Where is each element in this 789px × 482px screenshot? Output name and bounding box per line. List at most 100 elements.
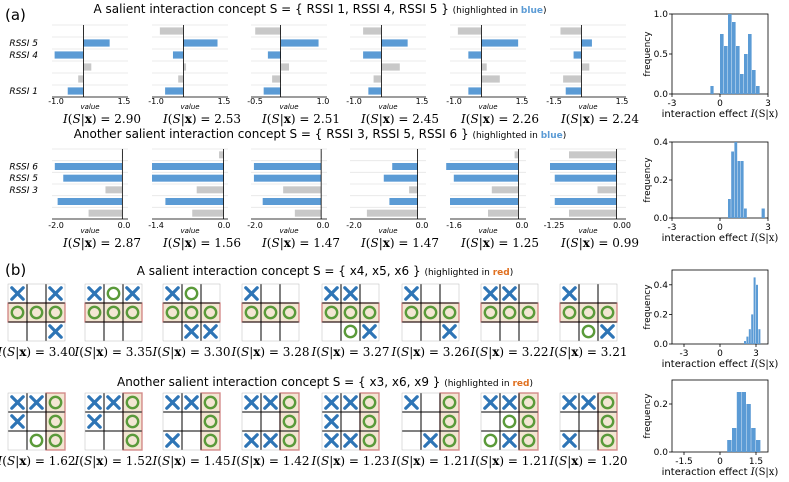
part-a-tick-label: -2.0 <box>48 221 64 230</box>
cross-mark <box>125 286 140 301</box>
part-a-bar <box>78 75 84 83</box>
circle-mark <box>362 414 377 429</box>
part-a-hist-0-bin <box>748 34 752 94</box>
part-a-bar <box>392 163 418 170</box>
cross-mark <box>10 414 25 429</box>
cross-mark <box>184 324 199 339</box>
part-a-bar <box>363 51 382 59</box>
part-b-score: I(S|x) = 3.28 <box>231 345 310 359</box>
part-a-hist-1-xtick-label: 0 <box>717 223 723 233</box>
part-b-hist-1-xtick-label: 0 <box>717 457 723 467</box>
part-b-hist-0-bin <box>748 329 751 344</box>
part-b-score: I(S|x) = 1.23 <box>311 454 390 468</box>
circle-mark <box>442 305 457 320</box>
part-a-hist-1-xtick-label: 3 <box>765 223 771 233</box>
circle-mark <box>184 305 199 320</box>
part-a-score: I(S|x) = 1.47 <box>261 236 340 250</box>
part-a-row-label: RSSI 5 <box>9 39 38 49</box>
part-b-board-outline <box>559 392 618 451</box>
part-a-bar <box>54 51 84 59</box>
part-a-bar <box>565 87 582 95</box>
part-a-hist-0-ytick-label: 0.5 <box>654 50 668 60</box>
cross-mark <box>244 286 259 301</box>
part-a-hist-0-ylabel: frequency <box>643 31 653 77</box>
part-a-bar <box>597 186 617 194</box>
cross-mark <box>87 286 102 301</box>
circle-mark <box>106 305 121 320</box>
part-a-bar <box>457 27 482 35</box>
circle-mark <box>483 305 498 320</box>
cross-mark <box>263 433 278 448</box>
part-b-hist-1-ytick-label: 0.2 <box>654 400 668 410</box>
part-b-hist-1-bin <box>756 440 761 452</box>
part-b-score: I(S|x) = 3.21 <box>549 345 628 359</box>
part-a-tick-label: 0.0 <box>516 221 529 230</box>
part-a-bar <box>481 63 487 71</box>
part-b-score: I(S|x) = 3.27 <box>311 345 390 359</box>
part-b-hist-1-xtick-label: 1.5 <box>749 457 763 467</box>
part-a-bar <box>88 209 123 217</box>
part-a-tick-label: -2.0 <box>346 221 362 230</box>
part-b-score: I(S|x) = 1.45 <box>152 454 231 468</box>
part-a-tick-label: -1.4 <box>148 221 164 230</box>
part-b-score: I(S|x) = 1.21 <box>391 454 470 468</box>
circle-mark <box>600 395 615 410</box>
circle-mark <box>600 433 615 448</box>
cross-mark <box>10 395 25 410</box>
part-b-hist-0-xtick-label: 3 <box>753 349 759 359</box>
part-a-hist-1-bin <box>728 199 731 218</box>
part-a-bar <box>192 209 224 217</box>
circle-mark <box>165 305 180 320</box>
part-a-bar <box>183 63 187 71</box>
part-b-title-1: Another salient interaction concept S = … <box>117 375 533 389</box>
part-a-row-label: RSSI 3 <box>9 186 38 196</box>
part-a-bar <box>196 186 224 194</box>
part-a-bar <box>183 39 218 47</box>
cross-mark <box>483 395 498 410</box>
part-b-board-outline <box>559 283 618 342</box>
part-b-board-outline <box>162 283 221 342</box>
part-a-bar <box>453 174 519 182</box>
circle-mark <box>125 305 140 320</box>
circle-mark <box>263 305 278 320</box>
circle-mark <box>600 305 615 320</box>
part-a-bar <box>152 174 224 182</box>
circle-mark <box>282 395 297 410</box>
circle-mark <box>87 305 102 320</box>
part-b-score: I(S|x) = 3.22 <box>470 345 549 359</box>
part-a-bar <box>165 198 224 205</box>
part-a-tick-label: -1.6 <box>446 221 462 230</box>
part-a-value-label: value <box>478 227 497 235</box>
circle-mark <box>521 433 536 448</box>
cross-mark <box>562 286 577 301</box>
part-a-bar <box>468 51 482 59</box>
part-a-tick-label: -2.0 <box>247 221 263 230</box>
part-a-bar <box>366 209 418 217</box>
cross-mark <box>502 395 517 410</box>
part-b-board-outline <box>480 392 539 451</box>
part-a-score: I(S|x) = 1.25 <box>460 236 539 250</box>
part-a-hist-0-xlabel: interaction effect I(S|x) <box>662 109 779 120</box>
part-b-hist-0-ylabel: frequency <box>643 284 653 330</box>
part-a-bar <box>481 39 519 47</box>
part-a-bar <box>263 87 281 95</box>
part-a-score: I(S|x) = 2.87 <box>62 236 141 250</box>
part-a-hist-1-bin <box>744 208 747 218</box>
part-a-bar <box>491 186 519 194</box>
part-b-hist-0-xtick-label: 0 <box>717 349 723 359</box>
part-a-hist-1-bin <box>734 142 738 218</box>
part-a-bar <box>54 163 123 170</box>
part-a-value-label: value <box>578 103 597 111</box>
circle-mark <box>442 433 457 448</box>
part-b-board-outline <box>321 392 380 451</box>
circle-mark <box>483 433 498 448</box>
cross-mark <box>343 433 358 448</box>
part-a-row-label: RSSI 6 <box>9 163 38 173</box>
circle-mark <box>521 395 536 410</box>
part-a-score: I(S|x) = 2.51 <box>261 112 340 126</box>
circle-mark <box>203 433 218 448</box>
circle-mark <box>282 433 297 448</box>
cross-mark <box>244 395 259 410</box>
cross-mark <box>324 414 339 429</box>
